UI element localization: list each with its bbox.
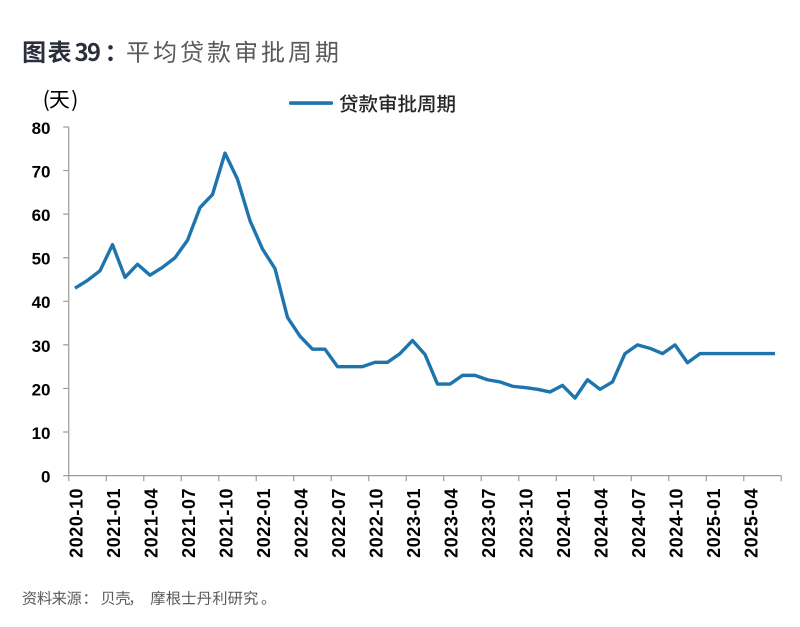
svg-text:2023-10: 2023-10 [517,488,537,558]
svg-text:2022-07: 2022-07 [329,488,349,558]
svg-text:50: 50 [32,250,51,269]
svg-text:2023-01: 2023-01 [404,488,424,558]
svg-text:40: 40 [32,293,51,312]
svg-text:2024-01: 2024-01 [554,488,574,558]
svg-text:70: 70 [32,162,51,181]
svg-text:30: 30 [32,337,51,356]
svg-text:2021-07: 2021-07 [179,488,199,558]
svg-text:2022-01: 2022-01 [254,488,274,558]
svg-text:0: 0 [41,468,50,487]
svg-text:20: 20 [32,380,51,399]
svg-text:2023-04: 2023-04 [442,488,462,558]
svg-text:10: 10 [32,424,51,443]
svg-text:2020-10: 2020-10 [67,488,87,558]
svg-text:2024-10: 2024-10 [667,488,687,558]
svg-text:2021-04: 2021-04 [142,488,162,558]
svg-text:2025-04: 2025-04 [742,488,762,558]
svg-text:60: 60 [32,206,51,225]
svg-text:2022-04: 2022-04 [292,488,312,558]
svg-text:2021-01: 2021-01 [104,488,124,558]
svg-text:2024-07: 2024-07 [629,488,649,558]
svg-text:2021-10: 2021-10 [217,488,237,558]
svg-text:2023-07: 2023-07 [479,488,499,558]
svg-text:2025-01: 2025-01 [704,488,724,558]
svg-text:2022-10: 2022-10 [367,488,387,558]
svg-text:2024-04: 2024-04 [592,488,612,558]
svg-text:80: 80 [32,119,51,138]
